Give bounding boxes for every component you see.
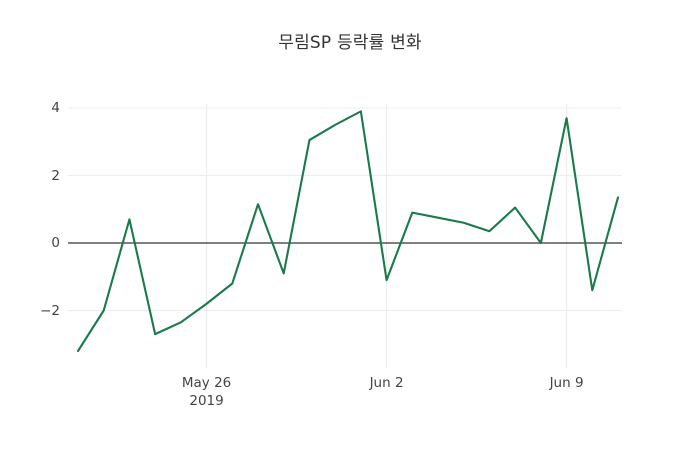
x-tick-year: 2019 (189, 393, 224, 409)
y-axis-tick-label: 4 (51, 100, 60, 116)
vertical-gridlines (206, 104, 568, 368)
x-tick-primary: May 26 (181, 375, 232, 391)
x-axis-tick-label: Jun 2 (370, 374, 404, 392)
y-axis-tick-label: −2 (40, 302, 60, 319)
data-series-line (76, 110, 620, 353)
y-axis-tick-label: 2 (51, 167, 60, 184)
y-axis-tick-label: 0 (51, 235, 60, 251)
horizontal-gridlines (68, 107, 622, 311)
x-axis-tick-label: May 26 2019 (182, 374, 231, 410)
chart-title: 무림SP 등락률 변화 (278, 33, 422, 53)
x-tick-primary: Jun 2 (369, 375, 404, 391)
x-axis-tick-label: Jun 9 (550, 374, 584, 392)
x-tick-primary: Jun 9 (549, 375, 584, 391)
